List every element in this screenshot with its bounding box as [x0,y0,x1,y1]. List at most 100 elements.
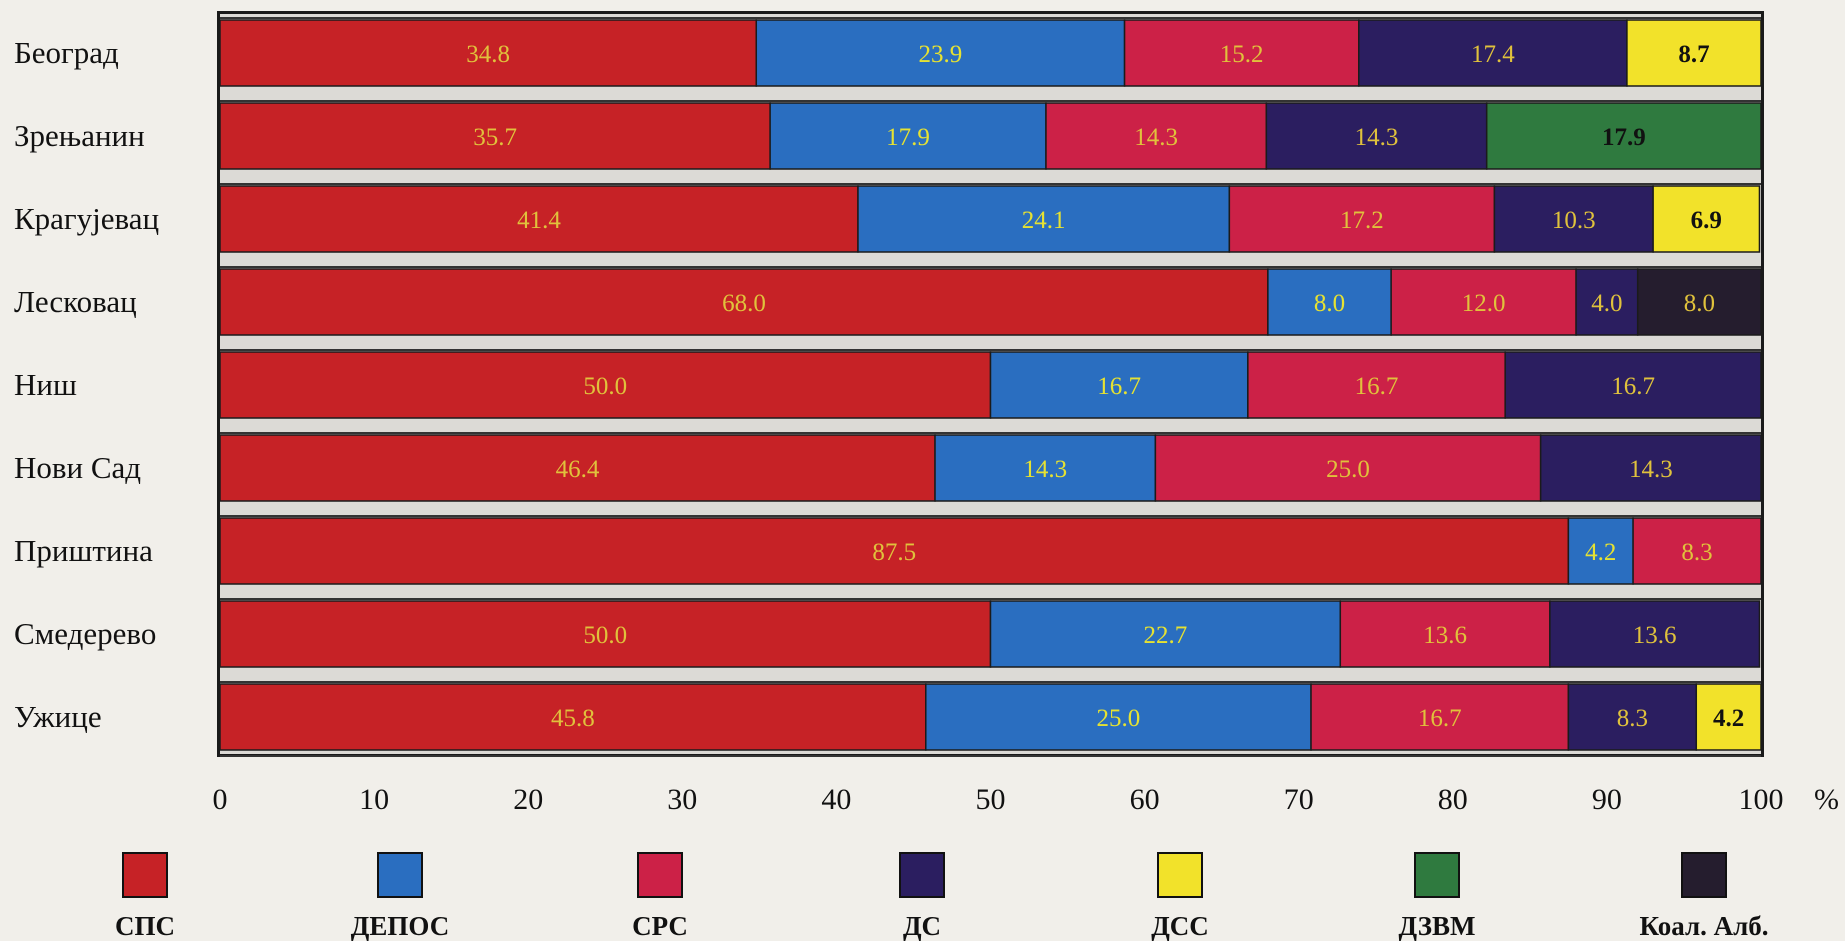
category-label: Смедерево [14,616,156,651]
data-label: 25.0 [1097,705,1141,732]
category-label: Ниш [14,367,77,402]
legend-swatch-дзвм [1414,852,1460,898]
category-labels: Београд Зрењанин Крагујевац Лесковац Ниш Нови… [14,35,159,734]
category-label: Крагујевац [14,201,159,236]
row-separator [220,681,1761,683]
row-separator [220,266,1761,268]
bar-segment-спс [219,185,859,253]
data-label: 16.7 [1355,373,1399,400]
x-tick-label: 10 [359,783,389,816]
data-label: 16.7 [1097,373,1141,400]
x-tick-label: 90 [1592,783,1622,816]
bar-segment-спс [219,19,758,87]
data-label: 13.6 [1633,622,1677,649]
x-axis-unit: % [1814,783,1839,816]
category-label: Нови Сад [14,450,141,485]
bar-segment-депос [1267,268,1392,336]
data-label: 8.7 [1678,41,1709,68]
bar-segment-срс [1045,102,1268,170]
legend: СПС ДЕПОС СРС ДС ДСС ДЗВМ Коал. Алб. [115,852,1769,941]
data-label: 34.8 [466,41,510,68]
data-label: 16.7 [1611,373,1655,400]
row-separator [220,349,1761,351]
bar-segment-депос [1567,517,1634,585]
data-label: 23.9 [919,41,963,68]
data-label: 41.4 [517,207,561,234]
data-label: 25.0 [1326,456,1370,483]
bar-segment-срс [1632,517,1762,585]
category-label: Приштина [14,533,153,568]
legend-label: Коал. Алб. [1639,911,1768,941]
bars-layer: 34.8 23.9 15.2 17.4 8.7 35.7 17.9 14.3 14.3 17.9 4… [219,17,1762,757]
data-label: 8.3 [1617,705,1648,732]
bar-segment-депос [769,102,1047,170]
data-label: 68.0 [722,290,766,317]
data-label: 8.0 [1314,290,1345,317]
data-label: 14.3 [1355,124,1399,151]
x-tick-label: 0 [213,783,228,816]
row-separator [220,598,1761,600]
data-label: 14.3 [1134,124,1178,151]
data-label: 14.3 [1023,456,1067,483]
bar-segment-депос [925,683,1312,751]
data-label: 17.4 [1471,41,1515,68]
bar-segment-депос [989,600,1342,668]
data-label: 4.2 [1713,705,1744,732]
row-separator [220,432,1761,434]
legend-swatch-дсс [1157,852,1203,898]
bar-segment-депос [934,434,1157,502]
bar-segment-спс [219,683,927,751]
data-label: 17.2 [1340,207,1384,234]
data-label: 46.4 [556,456,600,483]
legend-swatch-коал-алб- [1681,852,1727,898]
bar-segment-дс [1539,434,1762,502]
row-separator [220,183,1761,185]
bar-segment-спс [219,351,992,419]
legend-swatch-срс [637,852,683,898]
x-tick-label: 50 [976,783,1006,816]
data-label: 16.7 [1418,705,1462,732]
bar-segment-дс [1549,600,1761,668]
row-separator [220,515,1761,517]
data-label: 17.9 [886,124,930,151]
data-label: 13.6 [1423,622,1467,649]
row-separator [220,100,1761,102]
data-label: 50.0 [583,373,627,400]
bar-segment-коал-алб- [1636,268,1762,336]
legend-label: ДС [903,911,941,941]
category-label: Ужице [14,699,102,734]
data-label: 10.3 [1552,207,1596,234]
x-tick-label: 20 [513,783,543,816]
bar-segment-срс [1310,683,1570,751]
bar-segment-срс [1228,185,1496,253]
legend-label: СРС [632,911,688,941]
data-label: 17.9 [1602,124,1646,151]
bar-segment-срс [1247,351,1506,419]
data-label: 4.0 [1591,290,1622,317]
bar-segment-спс [219,600,992,668]
bar-segment-дсс [1695,683,1762,751]
data-label: 12.0 [1462,290,1506,317]
category-label: Београд [14,35,119,70]
category-label: Зрењанин [14,118,145,153]
bar-segment-спс [219,102,771,170]
x-tick-label: 100 [1739,783,1784,816]
data-label: 6.9 [1691,207,1722,234]
bar-segment-дс [1265,102,1488,170]
bar-segment-срс [1390,268,1577,336]
x-axis-ticks: 0 10 20 30 40 50 60 70 80 90 100% [213,783,1840,816]
bar-segment-спс [219,517,1570,585]
data-label: 87.5 [872,539,916,566]
data-label: 45.8 [551,705,595,732]
bar-segment-срс [1339,600,1551,668]
data-label: 15.2 [1220,41,1264,68]
bar-segment-дс [1504,351,1762,419]
x-tick-label: 30 [667,783,697,816]
bar-segment-дс [1358,19,1628,87]
category-label: Лесковац [14,284,137,319]
data-label: 22.7 [1144,622,1188,649]
data-label: 8.0 [1684,290,1715,317]
x-tick-label: 40 [821,783,851,816]
legend-swatch-дс [899,852,945,898]
